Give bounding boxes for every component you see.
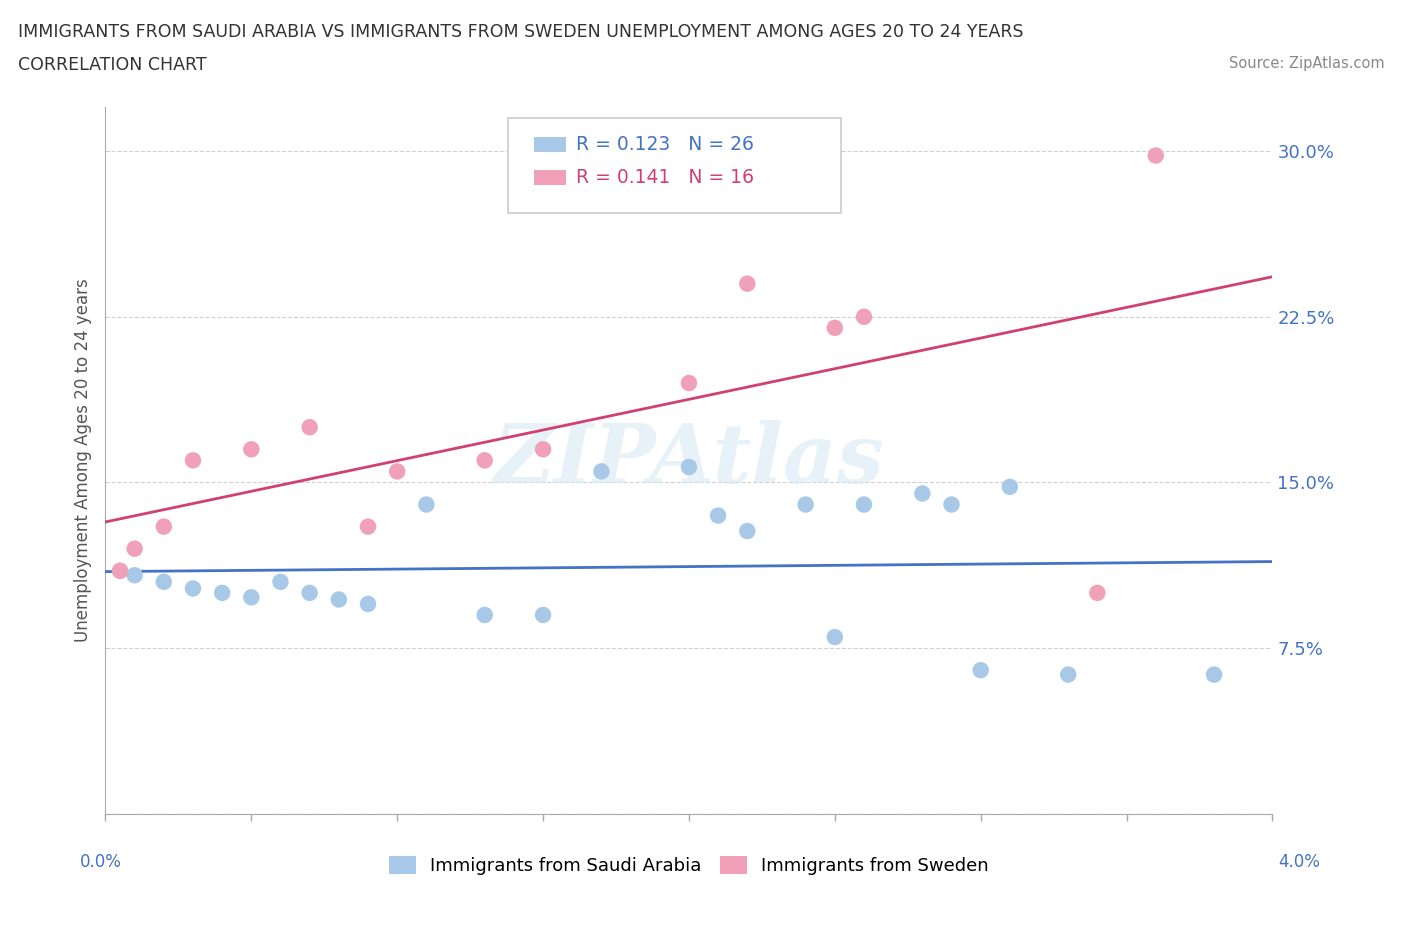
Point	[474, 607, 496, 622]
Point	[998, 480, 1021, 495]
Point	[357, 596, 380, 611]
Legend: Immigrants from Saudi Arabia, Immigrants from Sweden: Immigrants from Saudi Arabia, Immigrants…	[381, 849, 997, 883]
Point	[153, 519, 174, 534]
Point	[824, 320, 846, 336]
Point	[357, 519, 380, 534]
Y-axis label: Unemployment Among Ages 20 to 24 years: Unemployment Among Ages 20 to 24 years	[73, 278, 91, 643]
Point	[1204, 667, 1226, 682]
Point	[911, 486, 934, 501]
Point	[794, 498, 817, 512]
Point	[737, 524, 759, 538]
Point	[1087, 586, 1109, 601]
FancyBboxPatch shape	[508, 117, 841, 213]
Point	[328, 592, 350, 607]
Point	[385, 464, 409, 479]
Text: CORRELATION CHART: CORRELATION CHART	[18, 56, 207, 73]
Bar	[534, 137, 567, 153]
Point	[298, 419, 321, 434]
Point	[852, 310, 875, 325]
Text: IMMIGRANTS FROM SAUDI ARABIA VS IMMIGRANTS FROM SWEDEN UNEMPLOYMENT AMONG AGES 2: IMMIGRANTS FROM SAUDI ARABIA VS IMMIGRAN…	[18, 23, 1024, 41]
Point	[852, 498, 875, 512]
Point	[415, 498, 437, 512]
Point	[124, 541, 146, 556]
Text: 0.0%: 0.0%	[80, 853, 122, 870]
Point	[181, 581, 204, 596]
Point	[970, 663, 993, 678]
Point	[108, 564, 131, 578]
Point	[531, 607, 554, 622]
Point	[941, 498, 963, 512]
Point	[240, 442, 263, 457]
Point	[153, 575, 174, 590]
Point	[474, 453, 496, 468]
Point	[678, 459, 700, 474]
Point	[211, 586, 233, 601]
Text: Source: ZipAtlas.com: Source: ZipAtlas.com	[1229, 56, 1385, 71]
Point	[678, 376, 700, 391]
Text: 4.0%: 4.0%	[1278, 853, 1320, 870]
Text: R = 0.141   N = 16: R = 0.141 N = 16	[575, 168, 754, 187]
Bar	[534, 170, 567, 185]
Point	[108, 564, 131, 578]
Point	[270, 575, 292, 590]
Point	[181, 453, 204, 468]
Point	[1057, 667, 1080, 682]
Point	[531, 442, 554, 457]
Point	[298, 586, 321, 601]
Text: R = 0.123   N = 26: R = 0.123 N = 26	[575, 135, 754, 153]
Point	[124, 567, 146, 582]
Point	[591, 464, 613, 479]
Point	[824, 630, 846, 644]
Point	[737, 276, 759, 291]
Text: ZIPAtlas: ZIPAtlas	[494, 420, 884, 500]
Point	[707, 508, 730, 523]
Point	[240, 590, 263, 604]
Point	[1144, 148, 1167, 163]
